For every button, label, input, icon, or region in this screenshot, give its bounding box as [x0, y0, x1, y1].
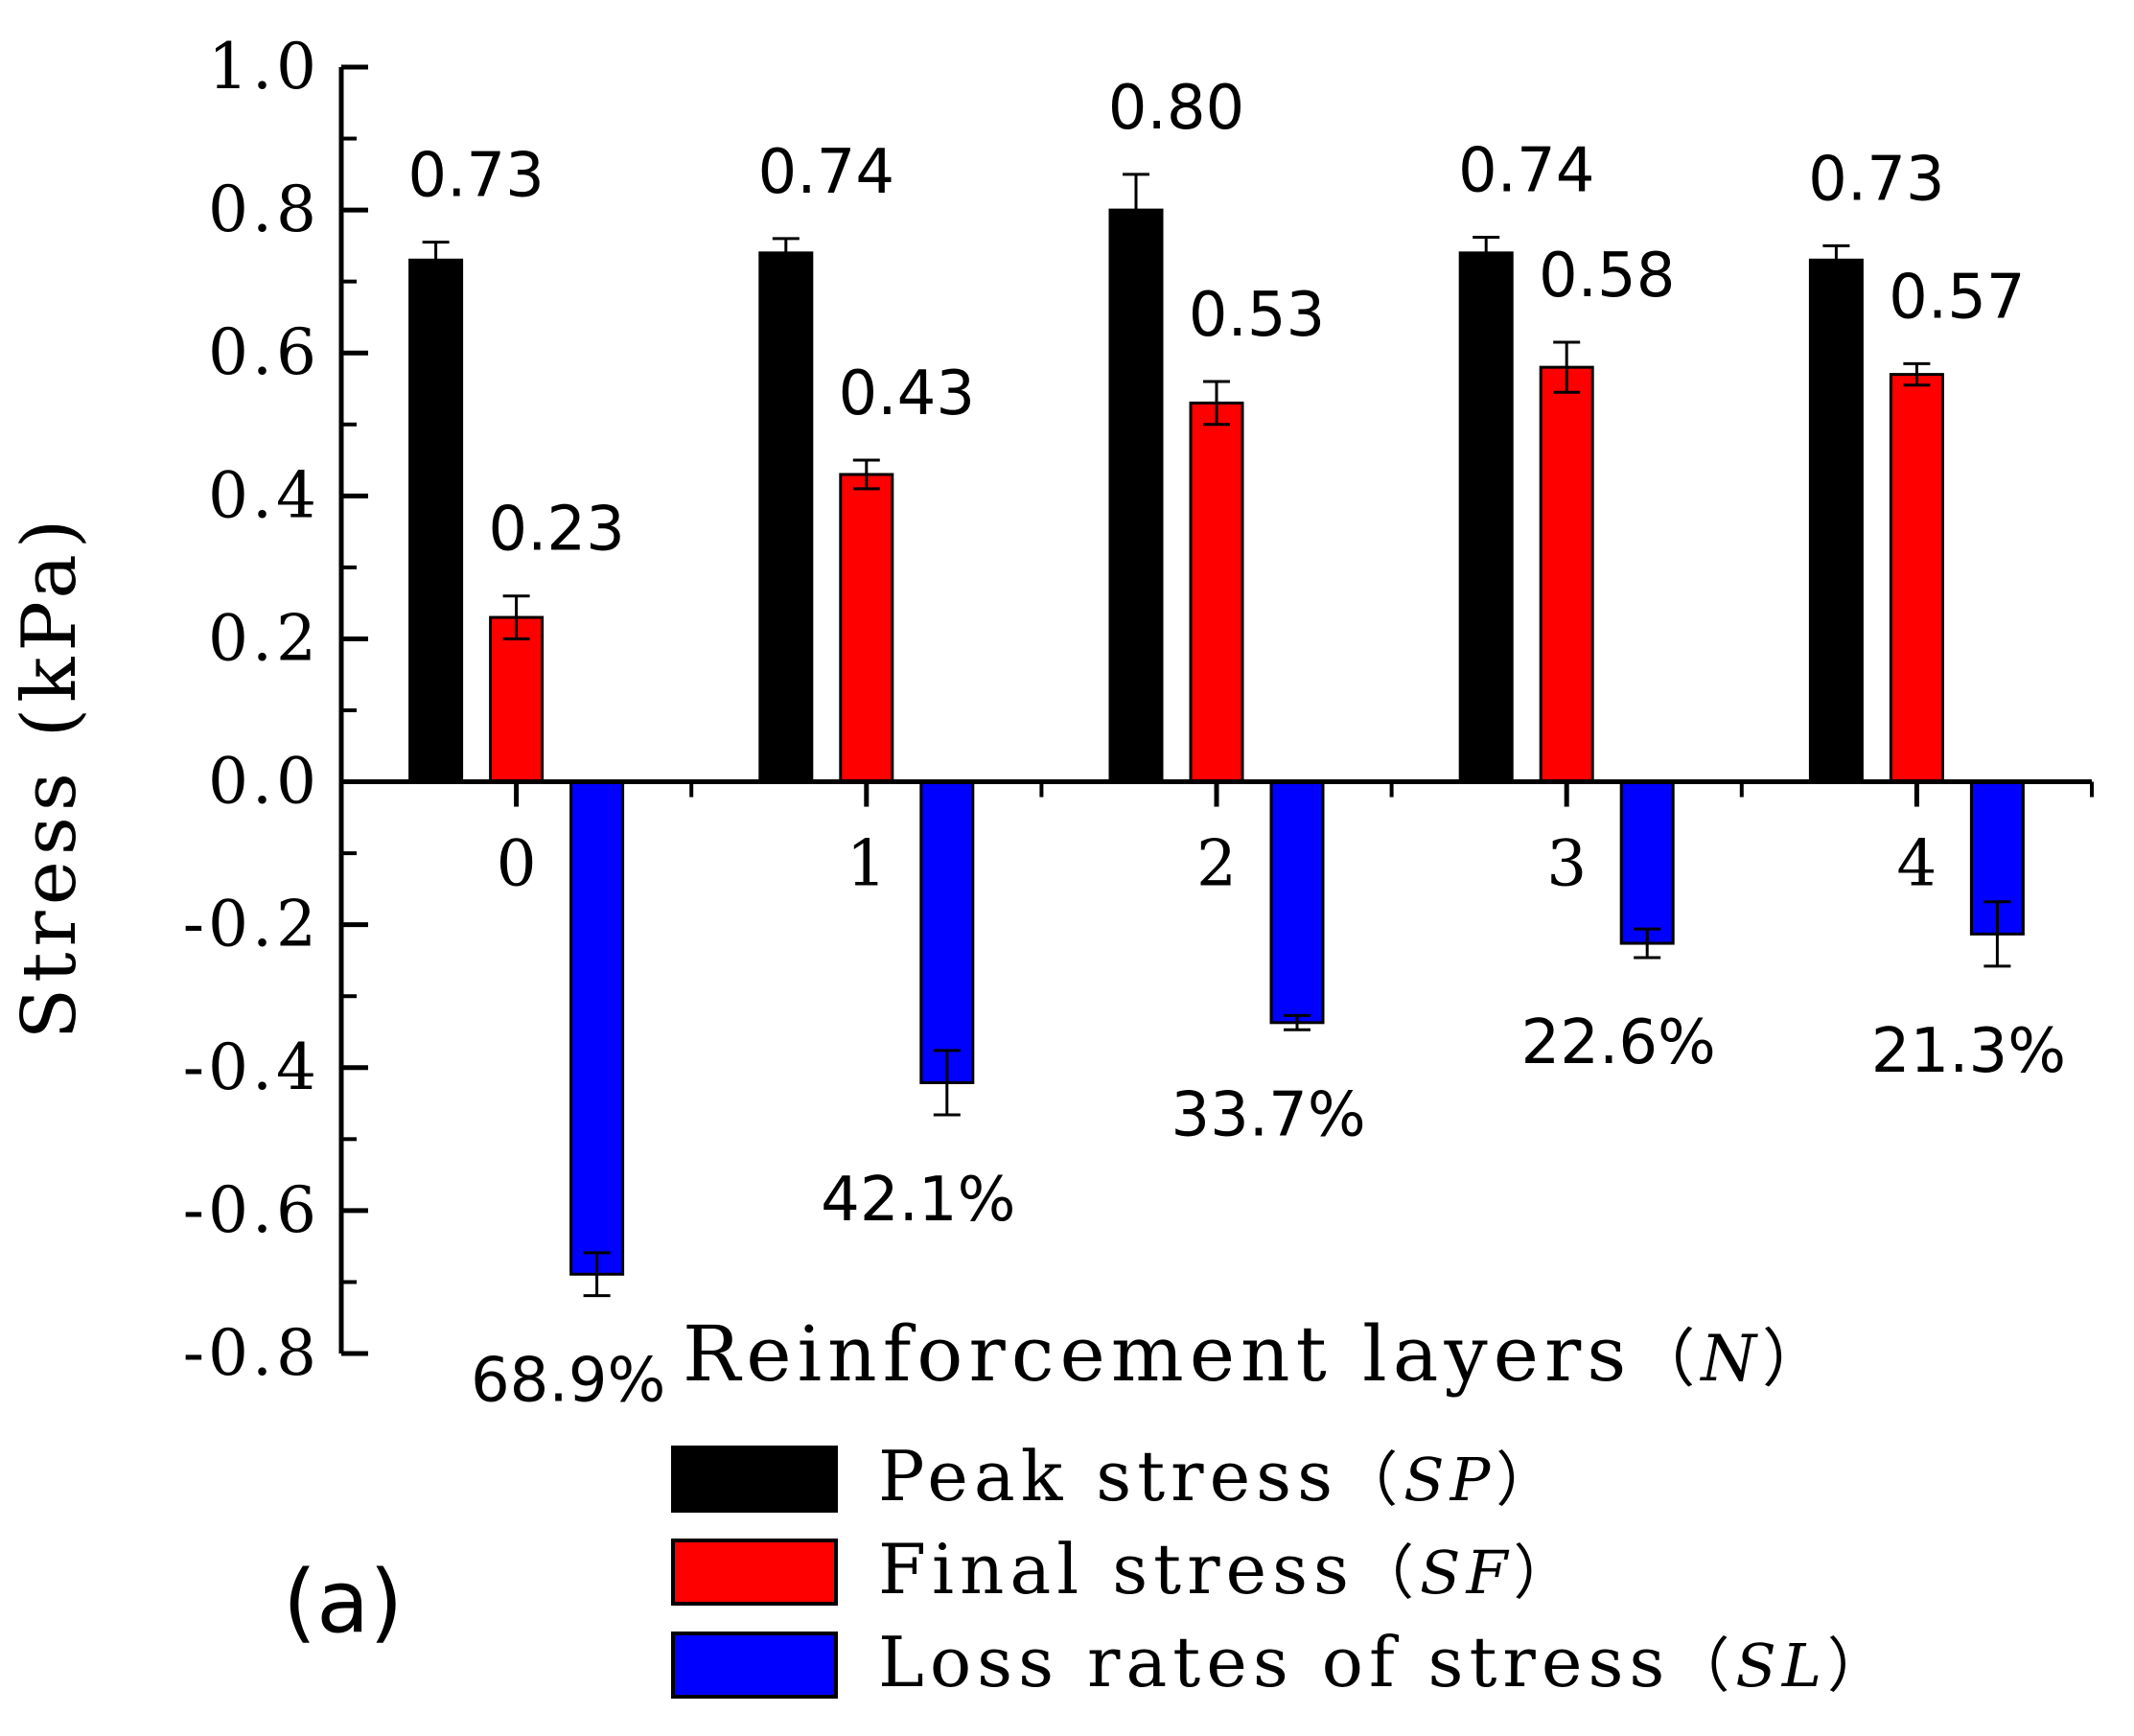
y-tick-label: 1.0 — [208, 30, 320, 104]
y-tick-label: 0.6 — [208, 315, 320, 389]
error-bar — [933, 1049, 961, 1117]
bar-sp — [1108, 208, 1164, 784]
bar-sp — [1458, 251, 1514, 784]
error-bar — [1983, 900, 2011, 968]
legend-item-sl: Loss rates of stress（SL） — [671, 1622, 1892, 1702]
bar-sl — [1619, 780, 1675, 945]
data-label-sp: 0.80 — [1108, 73, 1245, 144]
x-tick-label: 4 — [1896, 827, 1937, 901]
y-tick-label: -0.8 — [183, 1316, 320, 1390]
error-bar — [1634, 927, 1661, 960]
error-bar — [1473, 235, 1500, 270]
data-label-sf: 0.53 — [1189, 280, 1326, 351]
error-bar — [1822, 243, 1850, 276]
y-tick-label: 0.0 — [208, 745, 320, 819]
error-bar — [1123, 173, 1149, 247]
bar-sl — [569, 780, 625, 1276]
bar-sf — [1889, 373, 1944, 784]
bar-sl — [1269, 780, 1325, 1025]
y-tick-label: -0.6 — [183, 1173, 320, 1247]
legend-label: Loss rates of stress（SL） — [878, 1622, 1892, 1702]
legend-item-sp: Peak stress（SP） — [671, 1436, 1561, 1516]
bar-sl — [919, 780, 975, 1084]
y-tick-label: 0.8 — [208, 173, 320, 246]
panel-label: (a) — [283, 1552, 403, 1653]
error-bar — [583, 1251, 611, 1298]
error-bar — [422, 241, 450, 280]
y-axis-title: Stress (kPa) — [7, 514, 93, 1040]
error-bar — [502, 594, 530, 640]
bar-sf — [1189, 401, 1244, 784]
error-bar — [1903, 361, 1931, 387]
data-label-sf: 0.43 — [839, 359, 976, 429]
error-bar — [1203, 380, 1230, 427]
x-tick-label: 3 — [1546, 827, 1587, 901]
data-label-sf: 0.58 — [1539, 241, 1676, 312]
data-label-sf: 0.23 — [488, 495, 625, 566]
data-label-sl: 68.9% — [471, 1346, 665, 1417]
error-bar — [772, 237, 800, 269]
data-label-sl: 42.1% — [821, 1165, 1015, 1236]
value-labels-layer: 0.73 0.23 68.9% 0.74 0.43 42.1% 0.80 0.53 33.7% 0… — [407, 73, 2066, 1417]
legend-swatch — [671, 1632, 838, 1699]
x-axis-title-symbol: N — [1699, 1322, 1762, 1396]
y-tick-label: 0.4 — [208, 458, 320, 532]
x-tick-label: 1 — [847, 827, 887, 901]
x-ticks-layer: 0 1 2 3 4 — [497, 781, 2094, 901]
data-label-sl: 33.7% — [1171, 1079, 1365, 1150]
error-bars-layer — [422, 173, 2011, 1298]
bar-sp — [1808, 258, 1864, 784]
data-label-sf: 0.57 — [1889, 262, 2026, 333]
legend-swatch — [671, 1446, 838, 1513]
data-label-sl: 22.6% — [1521, 1007, 1716, 1078]
y-tick-label: -0.4 — [183, 1030, 320, 1104]
legend-item-sf: Final stress（SF） — [671, 1529, 1579, 1609]
legend-label: Final stress（SF） — [878, 1529, 1579, 1609]
data-label-sp: 0.74 — [1458, 135, 1595, 206]
bar-sf — [489, 615, 545, 784]
data-label-sp: 0.73 — [1808, 144, 1945, 215]
y-tick-label: -0.2 — [183, 888, 320, 961]
legend: Peak stress（SP） Final stress（SF） Loss rate… — [671, 1436, 1892, 1702]
bar-sp — [408, 258, 464, 784]
y-ticks-layer: 1.0 0.8 0.6 0.4 0.2 0.0 -0.2 -0.4 -0.6 -0.8 — [183, 30, 368, 1390]
legend-swatch — [671, 1539, 838, 1606]
data-label-sl: 21.3% — [1871, 1016, 2066, 1087]
data-label-sp: 0.73 — [407, 141, 545, 212]
x-axis-title-text: Reinforcement layers — [683, 1309, 1632, 1399]
y-tick-label: 0.2 — [208, 601, 320, 675]
legend-label: Peak stress（SP） — [878, 1436, 1561, 1516]
error-bar — [1553, 340, 1581, 394]
error-bar — [1284, 1013, 1311, 1031]
data-label-sp: 0.74 — [758, 137, 895, 208]
x-axis-title: Reinforcement layers（N） — [683, 1309, 1831, 1399]
x-tick-label: 2 — [1196, 827, 1237, 901]
error-bar — [852, 458, 880, 491]
x-tick-label: 0 — [497, 827, 537, 901]
bar-sf — [839, 473, 894, 784]
bar-sp — [758, 251, 814, 784]
bar-sf — [1539, 365, 1594, 784]
